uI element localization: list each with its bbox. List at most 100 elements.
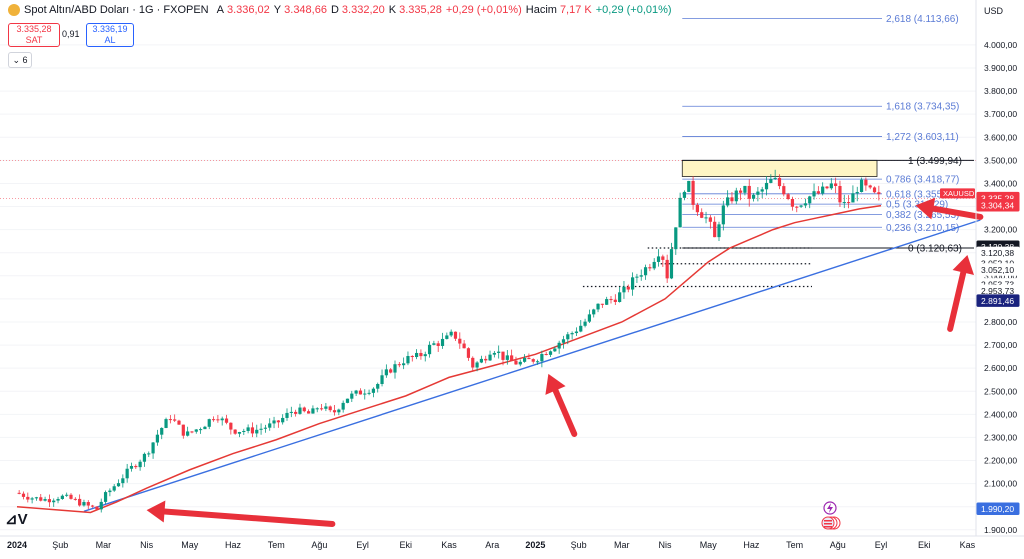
candle-body[interactable] [328, 406, 332, 411]
candle-body[interactable] [173, 419, 177, 421]
candle-body[interactable] [52, 500, 56, 503]
candle-body[interactable] [229, 422, 233, 430]
candle-body[interactable] [786, 194, 790, 199]
buy-button[interactable]: 3.336,19 AL [86, 23, 134, 47]
candle-body[interactable] [389, 369, 393, 373]
price-tag[interactable] [976, 502, 1020, 515]
candle-body[interactable] [147, 453, 151, 455]
candle-body[interactable] [773, 177, 777, 180]
candle-body[interactable] [782, 186, 786, 195]
candle-body[interactable] [808, 196, 812, 204]
candle-body[interactable] [199, 429, 203, 431]
candle-body[interactable] [384, 369, 388, 376]
candle-body[interactable] [479, 358, 483, 363]
candle-body[interactable] [816, 191, 820, 194]
candle-body[interactable] [181, 424, 185, 436]
candle-body[interactable] [432, 343, 436, 345]
candle-body[interactable] [691, 180, 695, 205]
candle-body[interactable] [203, 426, 207, 430]
candle-body[interactable] [700, 212, 704, 218]
candle-body[interactable] [65, 494, 69, 496]
candle-body[interactable] [665, 259, 669, 279]
candle-body[interactable] [613, 299, 617, 302]
candle-body[interactable] [458, 338, 462, 344]
candle-body[interactable] [43, 499, 47, 501]
candle-body[interactable] [155, 434, 159, 443]
candle-body[interactable] [319, 408, 324, 410]
candle-body[interactable] [190, 431, 194, 433]
candle-body[interactable] [583, 321, 587, 326]
candle-body[interactable] [618, 292, 622, 302]
price-tag[interactable] [976, 199, 1020, 212]
candle-body[interactable] [847, 202, 851, 204]
candle-body[interactable] [116, 483, 121, 487]
candle-body[interactable] [112, 486, 116, 491]
candle-body[interactable] [834, 183, 838, 186]
candle-body[interactable] [415, 352, 419, 358]
candle-body[interactable] [406, 356, 410, 364]
candle-body[interactable] [622, 286, 626, 293]
candle-body[interactable] [760, 189, 764, 192]
candle-body[interactable] [440, 338, 445, 346]
candle-body[interactable] [656, 256, 661, 262]
candle-body[interactable] [380, 375, 384, 385]
candle-body[interactable] [682, 191, 687, 198]
price-tag[interactable] [976, 263, 1020, 276]
candle-body[interactable] [263, 427, 267, 429]
trendline[interactable] [83, 219, 981, 512]
candle-body[interactable] [91, 505, 95, 507]
candle-body[interactable] [164, 419, 168, 428]
moving-average-line[interactable] [16, 204, 882, 514]
candle-body[interactable] [294, 411, 298, 414]
candle-body[interactable] [639, 275, 643, 277]
candle-body[interactable] [276, 420, 280, 423]
candle-body[interactable] [704, 217, 708, 219]
candle-body[interactable] [121, 478, 125, 484]
candle-body[interactable] [561, 339, 566, 343]
candle-body[interactable] [216, 419, 220, 421]
price-tag[interactable] [976, 294, 1020, 307]
candle-body[interactable] [423, 354, 427, 357]
candle-body[interactable] [799, 205, 803, 207]
candle-body[interactable] [86, 502, 90, 506]
candle-body[interactable] [821, 186, 825, 194]
candle-body[interactable] [795, 206, 799, 208]
candle-body[interactable] [332, 410, 337, 413]
candle-body[interactable] [579, 325, 583, 332]
candle-body[interactable] [307, 411, 311, 414]
indicators-toggle[interactable]: ⌄ 6 [8, 52, 32, 68]
candle-body[interactable] [358, 390, 363, 395]
candle-body[interactable] [652, 261, 656, 269]
candle-body[interactable] [570, 333, 574, 335]
candle-body[interactable] [730, 197, 734, 202]
candle-body[interactable] [488, 354, 492, 361]
candle-body[interactable] [790, 198, 795, 207]
candle-body[interactable] [574, 331, 579, 334]
candle-body[interactable] [103, 492, 108, 502]
candle-body[interactable] [825, 186, 829, 189]
candle-body[interactable] [311, 408, 315, 414]
candle-body[interactable] [367, 392, 371, 394]
candle-body[interactable] [82, 502, 86, 506]
candle-body[interactable] [78, 498, 82, 506]
currency-label[interactable]: USD [984, 6, 1004, 16]
candle-body[interactable] [708, 217, 712, 222]
candle-body[interactable] [596, 303, 600, 310]
candle-body[interactable] [142, 453, 147, 462]
candle-body[interactable] [419, 352, 423, 357]
candle-body[interactable] [21, 493, 26, 497]
candle-body[interactable] [17, 492, 21, 494]
candle-body[interactable] [514, 360, 518, 365]
candle-body[interactable] [315, 408, 319, 410]
candle-body[interactable] [592, 309, 596, 315]
candle-body[interactable] [250, 427, 255, 434]
candle-body[interactable] [553, 348, 557, 352]
candle-body[interactable] [687, 180, 691, 192]
candle-body[interactable] [371, 388, 375, 393]
candle-body[interactable] [99, 501, 103, 510]
candle-body[interactable] [661, 256, 665, 260]
candle-body[interactable] [289, 411, 293, 413]
candle-body[interactable] [764, 182, 769, 190]
candle-body[interactable] [877, 192, 881, 195]
